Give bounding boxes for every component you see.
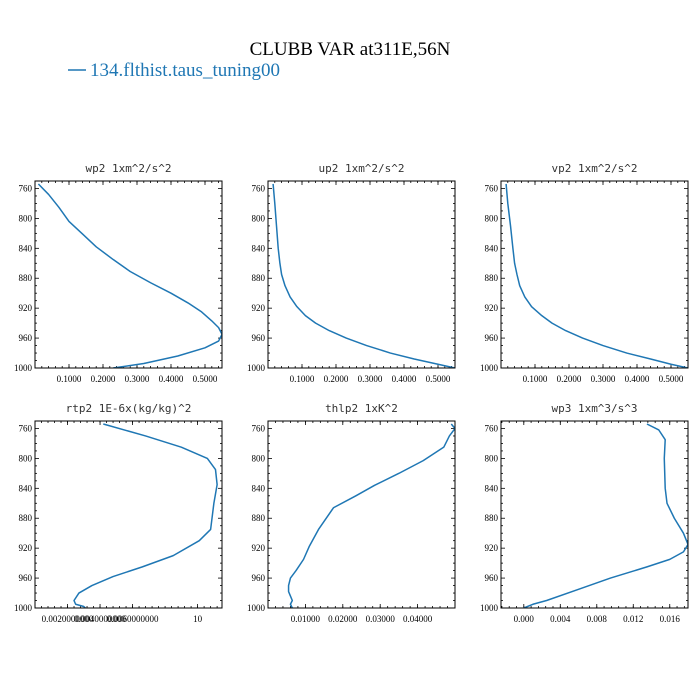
y-tick-label: 840 <box>19 483 33 493</box>
legend: 134.flthist.taus_tuning00 <box>68 60 280 81</box>
y-tick-label: 1000 <box>480 363 499 373</box>
x-tick-label: 0.01000 <box>291 614 321 624</box>
y-tick-label: 800 <box>485 213 499 223</box>
y-tick-label: 800 <box>252 213 266 223</box>
x-tick-label: 0.1000 <box>57 374 82 384</box>
panel-title: wp2 1xm^2/s^2 <box>85 162 171 175</box>
panel-title: rtp2 1E-6x(kg/kg)^2 <box>66 402 192 415</box>
panel-3: vp2 1xm^2/s^2 0.1000 0.2000 0.3000 0.4000 0.5… <box>480 162 689 384</box>
y-tick-label: 880 <box>19 513 33 523</box>
y-tick-label: 1000 <box>480 603 499 613</box>
y-tick-label: 760 <box>19 183 33 193</box>
y-tick-label: 920 <box>19 303 33 313</box>
x-tick-label: 0.03000 <box>366 614 396 624</box>
y-tick-label: 880 <box>19 273 33 283</box>
x-tick-label: 0.2000 <box>324 374 349 384</box>
panel-title: wp3 1xm^3/s^3 <box>551 402 637 415</box>
x-tick-label: 0.3000 <box>591 374 616 384</box>
panel-4: rtp2 1E-6x(kg/kg)^2 0.00200000000.0040000… <box>14 402 223 624</box>
y-tick-label: 880 <box>485 513 499 523</box>
x-tick-label: 0.5000 <box>659 374 684 384</box>
panel-title: up2 1xm^2/s^2 <box>318 162 404 175</box>
y-tick-label: 840 <box>252 483 266 493</box>
y-tick-label: 880 <box>485 273 499 283</box>
x-tick-label: 0.3000 <box>125 374 150 384</box>
panel-title: thlp2 1xK^2 <box>325 402 398 415</box>
y-tick-label: 840 <box>485 483 499 493</box>
y-tick-label: 960 <box>19 333 33 343</box>
plot-frame <box>34 420 223 609</box>
y-tick-label: 960 <box>19 573 33 583</box>
plot-frame <box>267 420 456 609</box>
x-tick-label: 0.000 <box>514 614 535 624</box>
y-tick-label: 800 <box>252 453 266 463</box>
y-tick-label: 760 <box>485 183 499 193</box>
legend-label: 134.flthist.taus_tuning00 <box>90 60 280 81</box>
y-tick-label: 1000 <box>14 363 33 373</box>
x-tick-label: 0.2000 <box>557 374 582 384</box>
y-tick-label: 920 <box>19 543 33 553</box>
series-line <box>73 423 218 608</box>
y-tick-label: 1000 <box>247 363 266 373</box>
y-tick-label: 920 <box>485 303 499 313</box>
y-tick-label: 880 <box>252 513 266 523</box>
x-tick-label: 0.3000 <box>358 374 383 384</box>
y-tick-label: 920 <box>252 303 266 313</box>
x-tick-label: 0.4000 <box>392 374 417 384</box>
y-tick-label: 800 <box>19 213 33 223</box>
series-line <box>523 423 688 608</box>
y-tick-label: 760 <box>252 423 266 433</box>
x-tick-label: 0.1000 <box>523 374 548 384</box>
series-line <box>505 183 688 368</box>
panels: wp2 1xm^2/s^2 0.1000 0.2000 0.3000 0.4000 0.5… <box>14 162 689 624</box>
y-tick-label: 840 <box>485 243 499 253</box>
series-line <box>272 183 455 368</box>
x-tick-label: 0.4000 <box>159 374 184 384</box>
plot-frame <box>500 180 689 369</box>
y-tick-label: 760 <box>19 423 33 433</box>
x-tick-label: 0.04000 <box>403 614 433 624</box>
plot-frame <box>34 180 223 369</box>
y-tick-label: 1000 <box>14 603 33 613</box>
y-tick-label: 840 <box>252 243 266 253</box>
x-tick-label: 10 <box>193 614 203 624</box>
y-tick-label: 960 <box>485 573 499 583</box>
series-line <box>287 423 455 608</box>
x-tick-label: 0.016 <box>660 614 681 624</box>
x-tick-label: 0.1000 <box>290 374 315 384</box>
series-line <box>37 183 222 368</box>
panel-title: vp2 1xm^2/s^2 <box>551 162 637 175</box>
x-tick-label: 0.0060000000 <box>107 614 159 624</box>
y-tick-label: 760 <box>485 423 499 433</box>
y-tick-label: 960 <box>485 333 499 343</box>
x-tick-label: 0.02000 <box>328 614 358 624</box>
x-tick-label: 0.0040000000 <box>74 614 126 624</box>
y-tick-label: 760 <box>252 183 266 193</box>
x-tick-label: 0.4000 <box>625 374 650 384</box>
y-tick-label: 840 <box>19 243 33 253</box>
y-tick-label: 920 <box>252 543 266 553</box>
panel-1: wp2 1xm^2/s^2 0.1000 0.2000 0.3000 0.4000 0.5… <box>14 162 223 384</box>
panel-5: thlp2 1xK^2 0.01000 0.02000 0.03000 0.04000 7… <box>247 402 456 624</box>
panel-2: up2 1xm^2/s^2 0.1000 0.2000 0.3000 0.4000 0.5… <box>247 162 456 384</box>
x-tick-label: 0.5000 <box>426 374 451 384</box>
panel-6: wp3 1xm^3/s^3 0.000 0.004 0.008 0.012 0.016 76… <box>480 402 689 624</box>
y-tick-label: 800 <box>485 453 499 463</box>
y-tick-label: 880 <box>252 273 266 283</box>
figure-title: CLUBB VAR at311E,56N <box>250 39 451 60</box>
x-tick-label: 0.2000 <box>91 374 116 384</box>
y-tick-label: 920 <box>485 543 499 553</box>
x-tick-label: 0.008 <box>587 614 608 624</box>
y-tick-label: 800 <box>19 453 33 463</box>
x-tick-label: 0.5000 <box>193 374 218 384</box>
x-tick-label: 0.0020000000 <box>42 614 94 624</box>
plot-frame <box>500 420 689 609</box>
x-tick-label: 0.012 <box>623 614 643 624</box>
y-tick-label: 960 <box>252 573 266 583</box>
y-tick-label: 1000 <box>247 603 266 613</box>
x-tick-label: 0.004 <box>550 614 571 624</box>
plot-frame <box>267 180 456 369</box>
y-tick-label: 960 <box>252 333 266 343</box>
